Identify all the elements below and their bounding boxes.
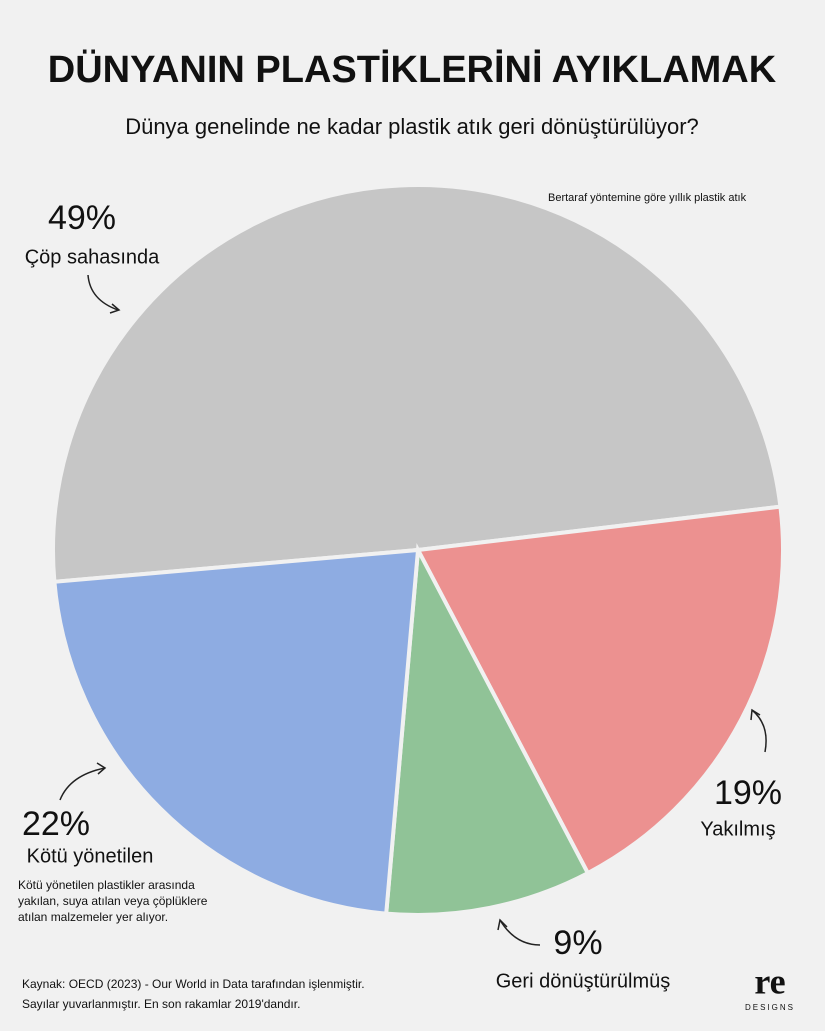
category-label: Geri dönüştürülmüş [496, 970, 671, 992]
value-label: 22% [22, 805, 90, 843]
arrow-head [109, 303, 121, 314]
category-label: Kötü yönetilen [27, 845, 154, 867]
pie-slice [52, 547, 421, 916]
caption: Bertaraf yöntemine göre yıllık plastik a… [548, 192, 747, 204]
note: atılan malzemeler yer alıyor. [18, 910, 168, 924]
source: Kaynak: OECD (2023) - Our World in Data … [22, 977, 365, 991]
pie-slice [384, 543, 591, 917]
arrow-head [750, 708, 761, 721]
arrow [87, 274, 119, 311]
pie-slice [50, 183, 783, 584]
pie-slice [414, 504, 785, 876]
arrows [59, 274, 767, 946]
value-label: 49% [48, 199, 116, 237]
note: yakılan, suya atılan veya çöplüklere [18, 894, 208, 908]
category-label: Yakılmış [700, 818, 775, 840]
logo: re [754, 961, 785, 1001]
value-label: 19% [714, 774, 782, 812]
arrow-head [96, 762, 107, 775]
note: Kötü yönetilen plastikler arasında [18, 878, 195, 892]
arrow-head [497, 918, 508, 931]
arrow [499, 919, 541, 946]
arrow [59, 767, 106, 801]
source: Sayılar yuvarlanmıştır. En son rakamlar … [22, 997, 300, 1011]
arrow [751, 709, 767, 753]
subtitle: Dünya genelinde ne kadar plastik atık ge… [125, 114, 699, 139]
logo: DESIGNS [745, 1003, 795, 1012]
category-label: Çöp sahasında [25, 246, 160, 268]
value-label: 9% [553, 924, 602, 962]
chart-title: DÜNYANIN PLASTİKLERİNİ AYIKLAMAK [48, 48, 777, 91]
